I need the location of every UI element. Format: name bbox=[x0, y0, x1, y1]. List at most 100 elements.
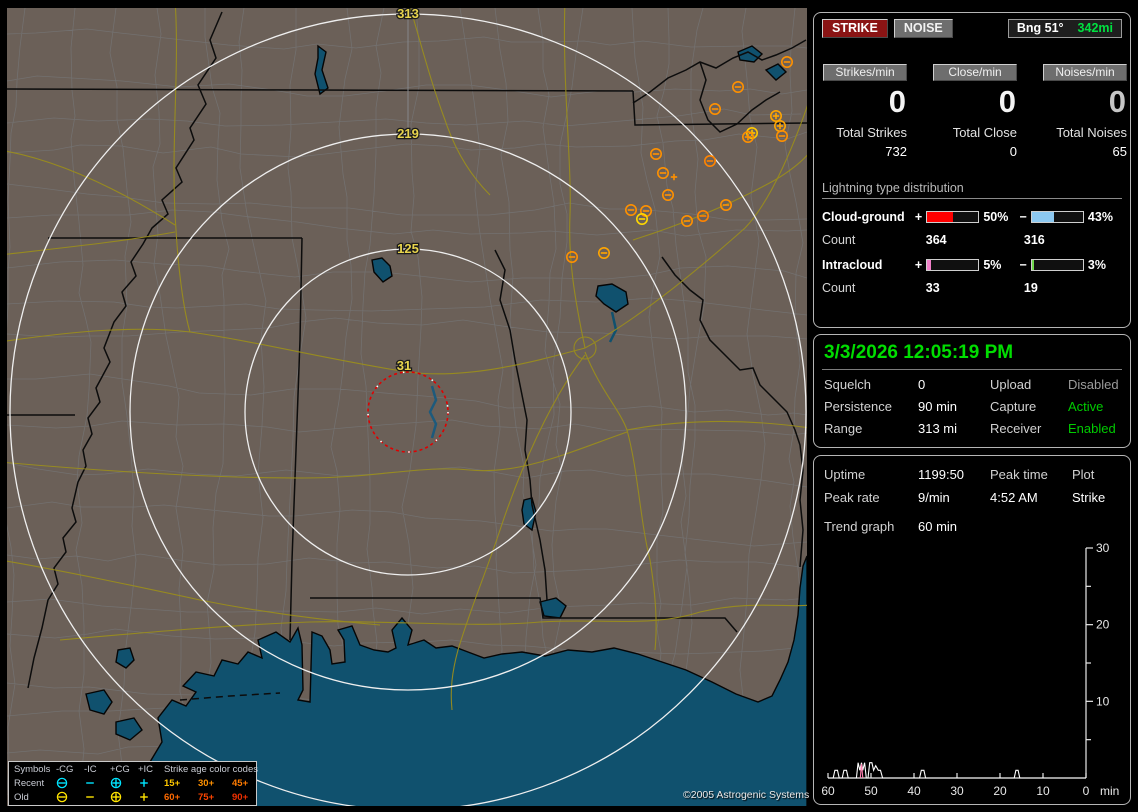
legend-age-label: Recent bbox=[14, 778, 45, 789]
strike-marker-cg- bbox=[649, 148, 662, 161]
legend-row-recent: Recent 15+ 30+ 45+ bbox=[14, 777, 256, 791]
total-noises-label: Total Noises bbox=[1056, 125, 1127, 140]
close-per-min-value: 0 bbox=[998, 84, 1017, 119]
status-row: Persistence 90 min Capture Active bbox=[824, 399, 1104, 414]
ring-distance-labels: 313 219 125 31 bbox=[395, 8, 420, 374]
strike-marker-cg- bbox=[656, 167, 669, 180]
strike-marker-cg- bbox=[703, 155, 716, 168]
noises-per-min-value: 0 bbox=[1108, 84, 1127, 119]
ic-negative-bar bbox=[1030, 259, 1084, 271]
strike-marker-cg+ bbox=[769, 110, 782, 123]
status-row: Range 313 mi Receiver Enabled bbox=[824, 421, 1116, 436]
legend-row-old: Old 60+ 75+ 90+ bbox=[14, 791, 256, 805]
peak-rate-row: Peak rate 9/min 4:52 AM Strike bbox=[824, 490, 1106, 505]
close-per-min-button[interactable]: Close/min bbox=[933, 64, 1017, 81]
trend-x-tick: 60 bbox=[822, 784, 835, 798]
noises-counter-column: Noises/min 0 Total Noises 65 bbox=[1043, 64, 1127, 159]
trend-graph-row: Trend graph 60 min bbox=[824, 519, 958, 534]
intracloud-counts: Count 33 19 bbox=[822, 281, 1122, 295]
trend-x-tick: 20 bbox=[993, 784, 1007, 798]
ring-label-125: 125 bbox=[397, 241, 419, 256]
ring-219mi bbox=[129, 133, 687, 691]
trend-x-tick: 30 bbox=[950, 784, 964, 798]
total-strikes-label: Total Strikes bbox=[836, 125, 907, 140]
close-alarm-ring-dots bbox=[367, 371, 449, 453]
ring-label-31: 31 bbox=[397, 358, 411, 373]
status-panel: 3/3/2026 12:05:19 PM Squelch 0 Upload Disa… bbox=[813, 334, 1131, 448]
ring-313mi bbox=[9, 13, 807, 806]
trend-series-strike bbox=[828, 762, 1086, 779]
roads bbox=[7, 8, 807, 711]
strikes-per-min-button[interactable]: Strikes/min bbox=[823, 64, 907, 81]
strike-marker-cg- bbox=[680, 215, 693, 228]
age-code: 90+ bbox=[232, 792, 249, 803]
trend-x-unit: min bbox=[1100, 784, 1119, 798]
plus-icon bbox=[140, 793, 148, 801]
distribution-title: Lightning type distribution bbox=[822, 181, 1122, 199]
strike-marker-ic+ bbox=[670, 173, 678, 181]
lake bbox=[539, 597, 567, 619]
symbol-legend: Symbols -CG -IC +CG +IC Strike age color code… bbox=[8, 761, 258, 806]
lake bbox=[764, 63, 788, 81]
ic-positive-count: 33 bbox=[925, 281, 940, 295]
lake bbox=[314, 44, 329, 96]
cloud-ground-row: Cloud-ground + 50% − 43% bbox=[822, 210, 1113, 224]
strikes-counter-column: Strikes/min 0 Total Strikes 732 bbox=[823, 64, 907, 159]
strike-marker-cg- bbox=[624, 204, 637, 217]
legend-header-ages: Strike age color codes bbox=[164, 764, 258, 775]
trend-x-tick: 0 bbox=[1083, 784, 1090, 798]
state-borders bbox=[7, 11, 807, 701]
tombigbee-river bbox=[494, 249, 548, 601]
age-code: 15+ bbox=[164, 778, 181, 789]
datetime-display: 3/3/2026 12:05:19 PM bbox=[822, 341, 1122, 370]
strike-markers bbox=[565, 55, 793, 264]
barrier-islands bbox=[179, 692, 281, 701]
cg-positive-bar bbox=[926, 211, 980, 223]
lake bbox=[371, 257, 393, 283]
bearing-distance: 342mi bbox=[1077, 21, 1113, 35]
uptime-trend-panel: Uptime 1199:50 Peak time Plot Peak rate 9/m… bbox=[813, 455, 1131, 805]
intracloud-row: Intracloud + 5% − 3% bbox=[822, 258, 1106, 272]
age-code: 60+ bbox=[164, 792, 181, 803]
strike-marker-cg- bbox=[731, 81, 744, 94]
ring-125mi bbox=[244, 248, 572, 576]
lightning-type-distribution: Lightning type distribution Cloud-ground… bbox=[822, 181, 1122, 295]
total-close-value: 0 bbox=[1009, 144, 1017, 159]
total-strikes-value: 732 bbox=[885, 144, 907, 159]
bearing-value: Bng 51° bbox=[1016, 21, 1064, 35]
strike-marker-cg- bbox=[708, 103, 721, 116]
tennessee-river bbox=[632, 39, 807, 104]
marsh bbox=[115, 717, 143, 741]
bearing-readout: Bng 51° 342mi bbox=[1007, 19, 1122, 38]
status-row: Squelch 0 Upload Disabled bbox=[824, 377, 1119, 392]
lake bbox=[115, 647, 135, 669]
noise-mode-button[interactable]: NOISE bbox=[893, 19, 953, 38]
trend-x-tick: 50 bbox=[864, 784, 878, 798]
lightning-map[interactable]: 313 219 125 31 bbox=[7, 8, 807, 806]
ring-label-313: 313 bbox=[397, 8, 419, 21]
trend-y-tick: 30 bbox=[1096, 541, 1110, 555]
minus-icon bbox=[86, 796, 94, 798]
trend-axes bbox=[827, 547, 1093, 779]
total-noises-value: 65 bbox=[1112, 144, 1127, 159]
age-code: 75+ bbox=[198, 792, 215, 803]
trend-x-tick: 40 bbox=[907, 784, 921, 798]
map-canvas[interactable]: 313 219 125 31 bbox=[7, 8, 807, 806]
strike-mode-button[interactable]: STRIKE bbox=[822, 19, 888, 38]
age-code: 45+ bbox=[232, 778, 249, 789]
strike-marker-cg- bbox=[719, 199, 732, 212]
range-rings bbox=[9, 13, 807, 806]
cg-positive-count: 364 bbox=[925, 233, 947, 247]
strike-marker-cg- bbox=[661, 189, 674, 202]
strike-marker-cg- bbox=[775, 130, 788, 143]
cg-negative-bar bbox=[1030, 211, 1084, 223]
strike-stats-panel: STRIKE NOISE Bng 51° 342mi Strikes/min 0… bbox=[813, 12, 1131, 328]
legend-age-label: Old bbox=[14, 792, 29, 803]
legend-header-symbols: Symbols bbox=[14, 764, 51, 775]
noises-per-min-button[interactable]: Noises/min bbox=[1043, 64, 1127, 81]
circle-plus-icon bbox=[110, 777, 122, 789]
strike-marker-cg+ bbox=[741, 131, 754, 144]
chattahoochee-river bbox=[661, 256, 804, 568]
trend-y-tick: 20 bbox=[1096, 618, 1110, 632]
strikes-per-min-value: 0 bbox=[888, 84, 907, 119]
